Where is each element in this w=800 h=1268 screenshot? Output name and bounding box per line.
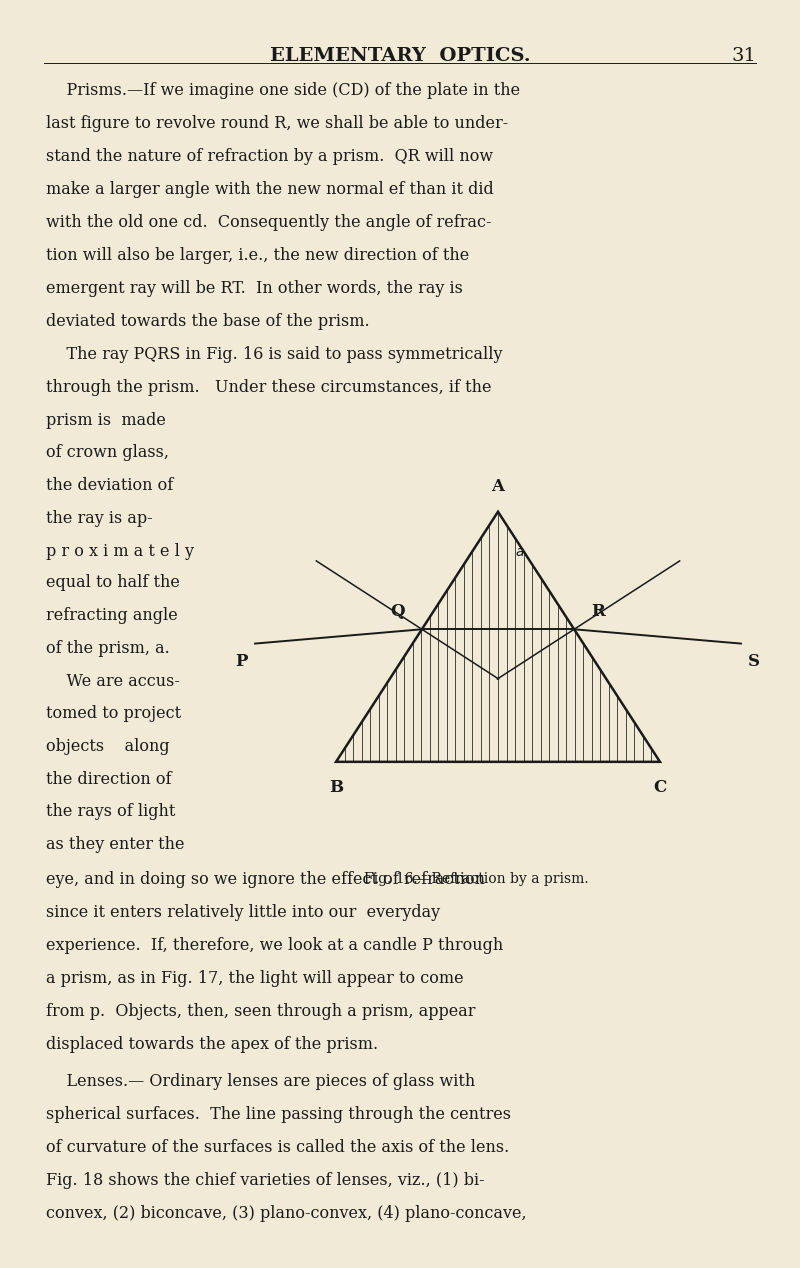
Text: deviated towards the base of the prism.: deviated towards the base of the prism. (46, 313, 370, 330)
Text: displaced towards the apex of the prism.: displaced towards the apex of the prism. (46, 1036, 378, 1052)
Text: emergent ray will be RT.  In other words, the ray is: emergent ray will be RT. In other words,… (46, 280, 462, 297)
Text: Q: Q (390, 602, 406, 620)
Text: equal to half the: equal to half the (46, 574, 179, 591)
Text: 31: 31 (731, 47, 756, 65)
Text: Fig. 18 shows the chief varieties of lenses, viz., (1) bi-: Fig. 18 shows the chief varieties of len… (46, 1172, 484, 1188)
Text: eye, and in doing so we ignore the effect of refraction: eye, and in doing so we ignore the effec… (46, 871, 485, 888)
Text: S: S (748, 653, 760, 670)
Text: $a$: $a$ (514, 545, 524, 559)
Text: the rays of light: the rays of light (46, 803, 175, 819)
Text: tion will also be larger, i.e., the new direction of the: tion will also be larger, i.e., the new … (46, 247, 469, 264)
Text: The ray PQRS in Fig. 16 is said to pass symmetrically: The ray PQRS in Fig. 16 is said to pass … (46, 346, 502, 363)
Text: the ray is ap-: the ray is ap- (46, 510, 152, 526)
Text: as they enter the: as they enter the (46, 836, 184, 852)
Text: Fig. 16.—Refraction by a prism.: Fig. 16.—Refraction by a prism. (364, 872, 588, 886)
Text: the deviation of: the deviation of (46, 477, 173, 493)
Text: stand the nature of refraction by a prism.  QR will now: stand the nature of refraction by a pris… (46, 148, 493, 165)
Text: Prisms.—If we imagine one side (CD) of the plate in the: Prisms.—If we imagine one side (CD) of t… (46, 82, 520, 99)
Text: ELEMENTARY  OPTICS.: ELEMENTARY OPTICS. (270, 47, 530, 65)
Text: of curvature of the surfaces is called the axis of the lens.: of curvature of the surfaces is called t… (46, 1139, 509, 1155)
Text: through the prism.   Under these circumstances, if the: through the prism. Under these circumsta… (46, 379, 491, 396)
Text: C: C (654, 779, 666, 795)
Text: R: R (590, 602, 605, 620)
Text: P: P (235, 653, 248, 670)
Text: objects    along: objects along (46, 738, 170, 754)
Text: convex, (2) biconcave, (3) plano-convex, (4) plano-concave,: convex, (2) biconcave, (3) plano-convex,… (46, 1205, 526, 1221)
Text: of the prism, a.: of the prism, a. (46, 640, 170, 657)
Text: experience.  If, therefore, we look at a candle P through: experience. If, therefore, we look at a … (46, 937, 503, 954)
Polygon shape (336, 512, 660, 762)
Text: Lenses.— Ordinary lenses are pieces of glass with: Lenses.— Ordinary lenses are pieces of g… (46, 1073, 475, 1089)
Text: since it enters relatively little into our  everyday: since it enters relatively little into o… (46, 904, 440, 921)
Text: A: A (491, 478, 505, 495)
Text: with the old one cd.  Consequently the angle of refrac-: with the old one cd. Consequently the an… (46, 214, 491, 231)
Text: make a larger angle with the new normal ef than it did: make a larger angle with the new normal … (46, 181, 494, 198)
Text: p r o x i m a t e l y: p r o x i m a t e l y (46, 543, 194, 559)
Text: refracting angle: refracting angle (46, 607, 178, 624)
Text: last figure to revolve round R, we shall be able to under-: last figure to revolve round R, we shall… (46, 115, 508, 132)
Text: spherical surfaces.  The line passing through the centres: spherical surfaces. The line passing thr… (46, 1106, 510, 1122)
Text: tomed to project: tomed to project (46, 705, 181, 721)
Text: prism is  made: prism is made (46, 412, 166, 429)
Text: a prism, as in Fig. 17, the light will appear to come: a prism, as in Fig. 17, the light will a… (46, 970, 463, 987)
Text: the direction of: the direction of (46, 771, 171, 787)
Text: B: B (329, 779, 343, 795)
Text: from p.  Objects, then, seen through a prism, appear: from p. Objects, then, seen through a pr… (46, 1003, 475, 1019)
Text: We are accus-: We are accus- (46, 673, 179, 690)
Text: of crown glass,: of crown glass, (46, 444, 169, 460)
